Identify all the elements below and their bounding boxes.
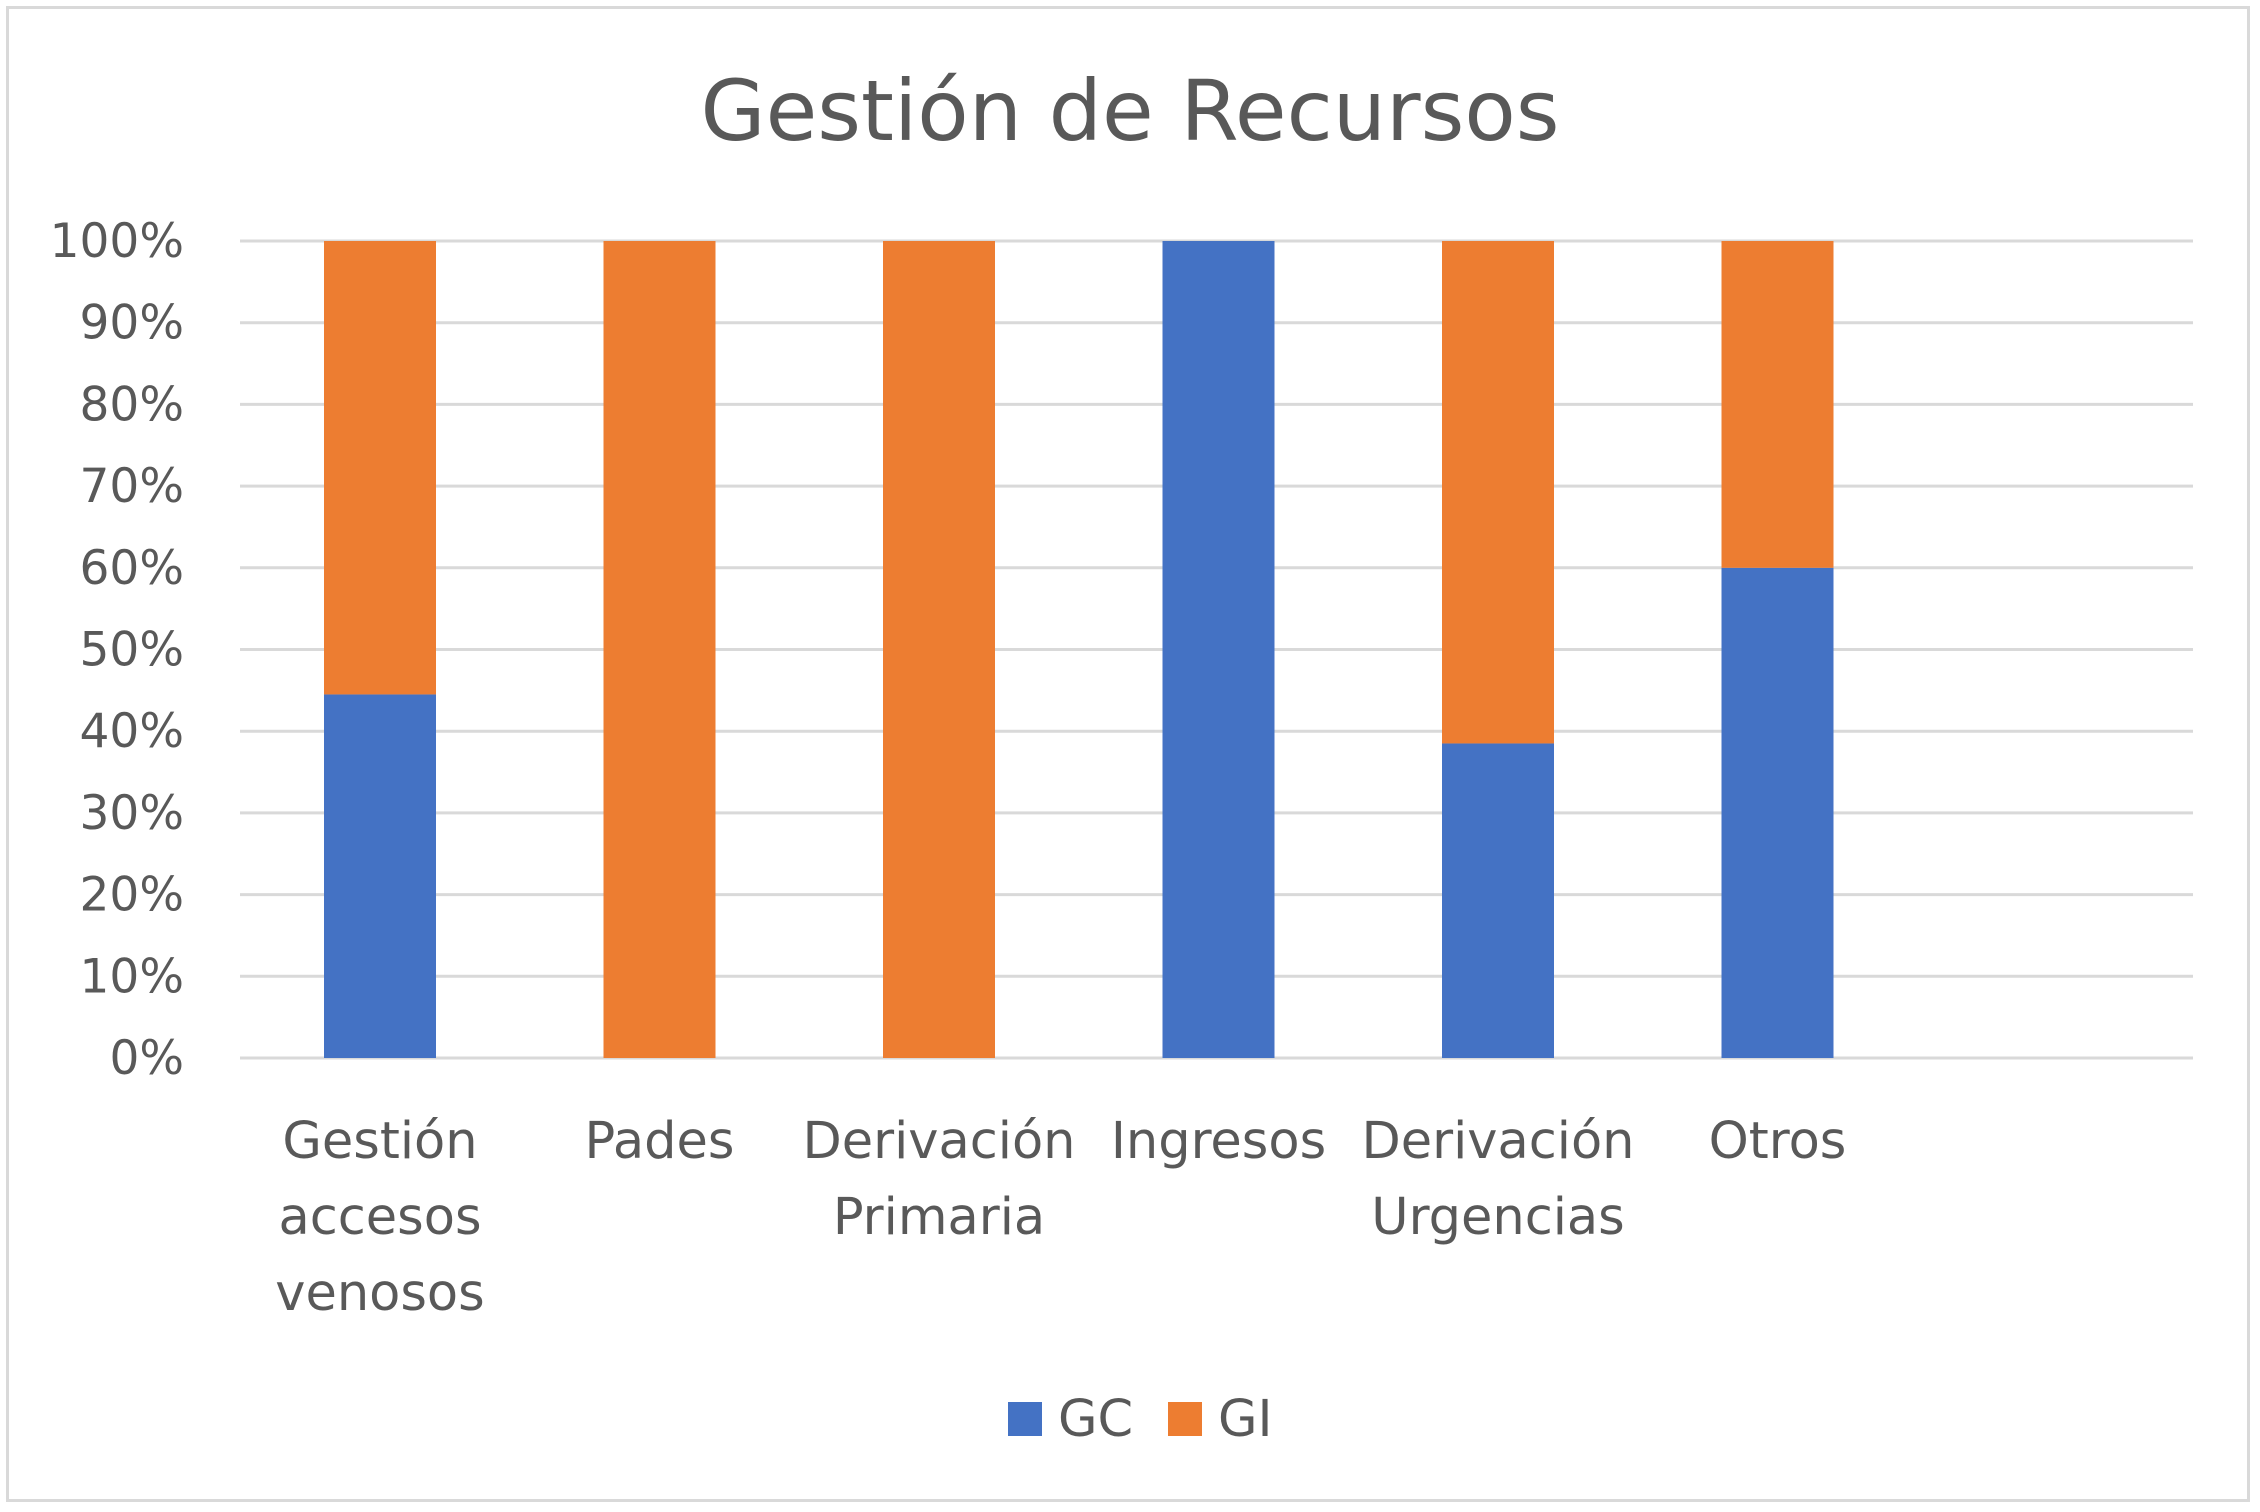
y-tick-label: 50% xyxy=(80,623,184,678)
y-axis-ticks: 0% 10% 20% 30% 40% 50% 60% 70% 80% 90% 100% xyxy=(50,214,184,1086)
x-axis-categories: Gestión accesos venosos Pades Derivación Prim… xyxy=(275,1112,1846,1323)
x-category-label: Ingresos xyxy=(1111,1112,1326,1171)
x-category-line: accesos xyxy=(278,1188,481,1247)
bar-gc-5 xyxy=(1721,567,1834,1058)
y-tick-label: 30% xyxy=(80,786,184,841)
y-tick-label: 80% xyxy=(80,377,184,432)
y-tick-label: 20% xyxy=(80,868,184,923)
bar-gi-5 xyxy=(1721,241,1834,568)
legend-swatch-gi xyxy=(1168,1402,1202,1436)
x-category-line: Urgencias xyxy=(1371,1188,1625,1247)
x-category-label: Gestión accesos venosos xyxy=(275,1112,484,1323)
bars xyxy=(324,241,1834,1058)
bar-gc-0 xyxy=(324,694,436,1058)
y-tick-label: 100% xyxy=(50,214,184,269)
x-category-line: Pades xyxy=(584,1112,734,1171)
legend: GC GI xyxy=(1008,1390,1273,1449)
x-category-line: Primaria xyxy=(833,1188,1045,1247)
x-category-label: Pades xyxy=(584,1112,734,1171)
x-category-line: venosos xyxy=(275,1264,484,1323)
x-category-line: Otros xyxy=(1709,1112,1847,1171)
bar-gi-0 xyxy=(324,241,436,695)
x-category-label: Otros xyxy=(1709,1112,1847,1171)
legend-label-gc: GC xyxy=(1058,1390,1133,1449)
x-category-line: Gestión xyxy=(282,1112,477,1171)
y-tick-label: 60% xyxy=(80,541,184,596)
x-category-line: Derivación xyxy=(803,1112,1076,1171)
chart-title: Gestión de Recursos xyxy=(701,62,1560,160)
x-category-line: Ingresos xyxy=(1111,1112,1326,1171)
bar-gi-1 xyxy=(603,241,716,1058)
y-tick-label: 10% xyxy=(80,949,184,1004)
bar-gc-4 xyxy=(1442,743,1554,1058)
y-tick-label: 70% xyxy=(80,459,184,514)
legend-label-gi: GI xyxy=(1218,1390,1273,1449)
bar-gi-2 xyxy=(883,241,995,1058)
x-category-line: Derivación xyxy=(1362,1112,1635,1171)
y-tick-label: 40% xyxy=(80,704,184,759)
x-category-label: Derivación Primaria xyxy=(803,1112,1076,1247)
x-category-label: Derivación Urgencias xyxy=(1362,1112,1635,1247)
y-tick-label: 90% xyxy=(80,296,184,351)
bar-gi-4 xyxy=(1442,241,1554,744)
legend-swatch-gc xyxy=(1008,1402,1042,1436)
bar-gc-3 xyxy=(1162,241,1275,1058)
y-tick-label: 0% xyxy=(109,1031,184,1086)
